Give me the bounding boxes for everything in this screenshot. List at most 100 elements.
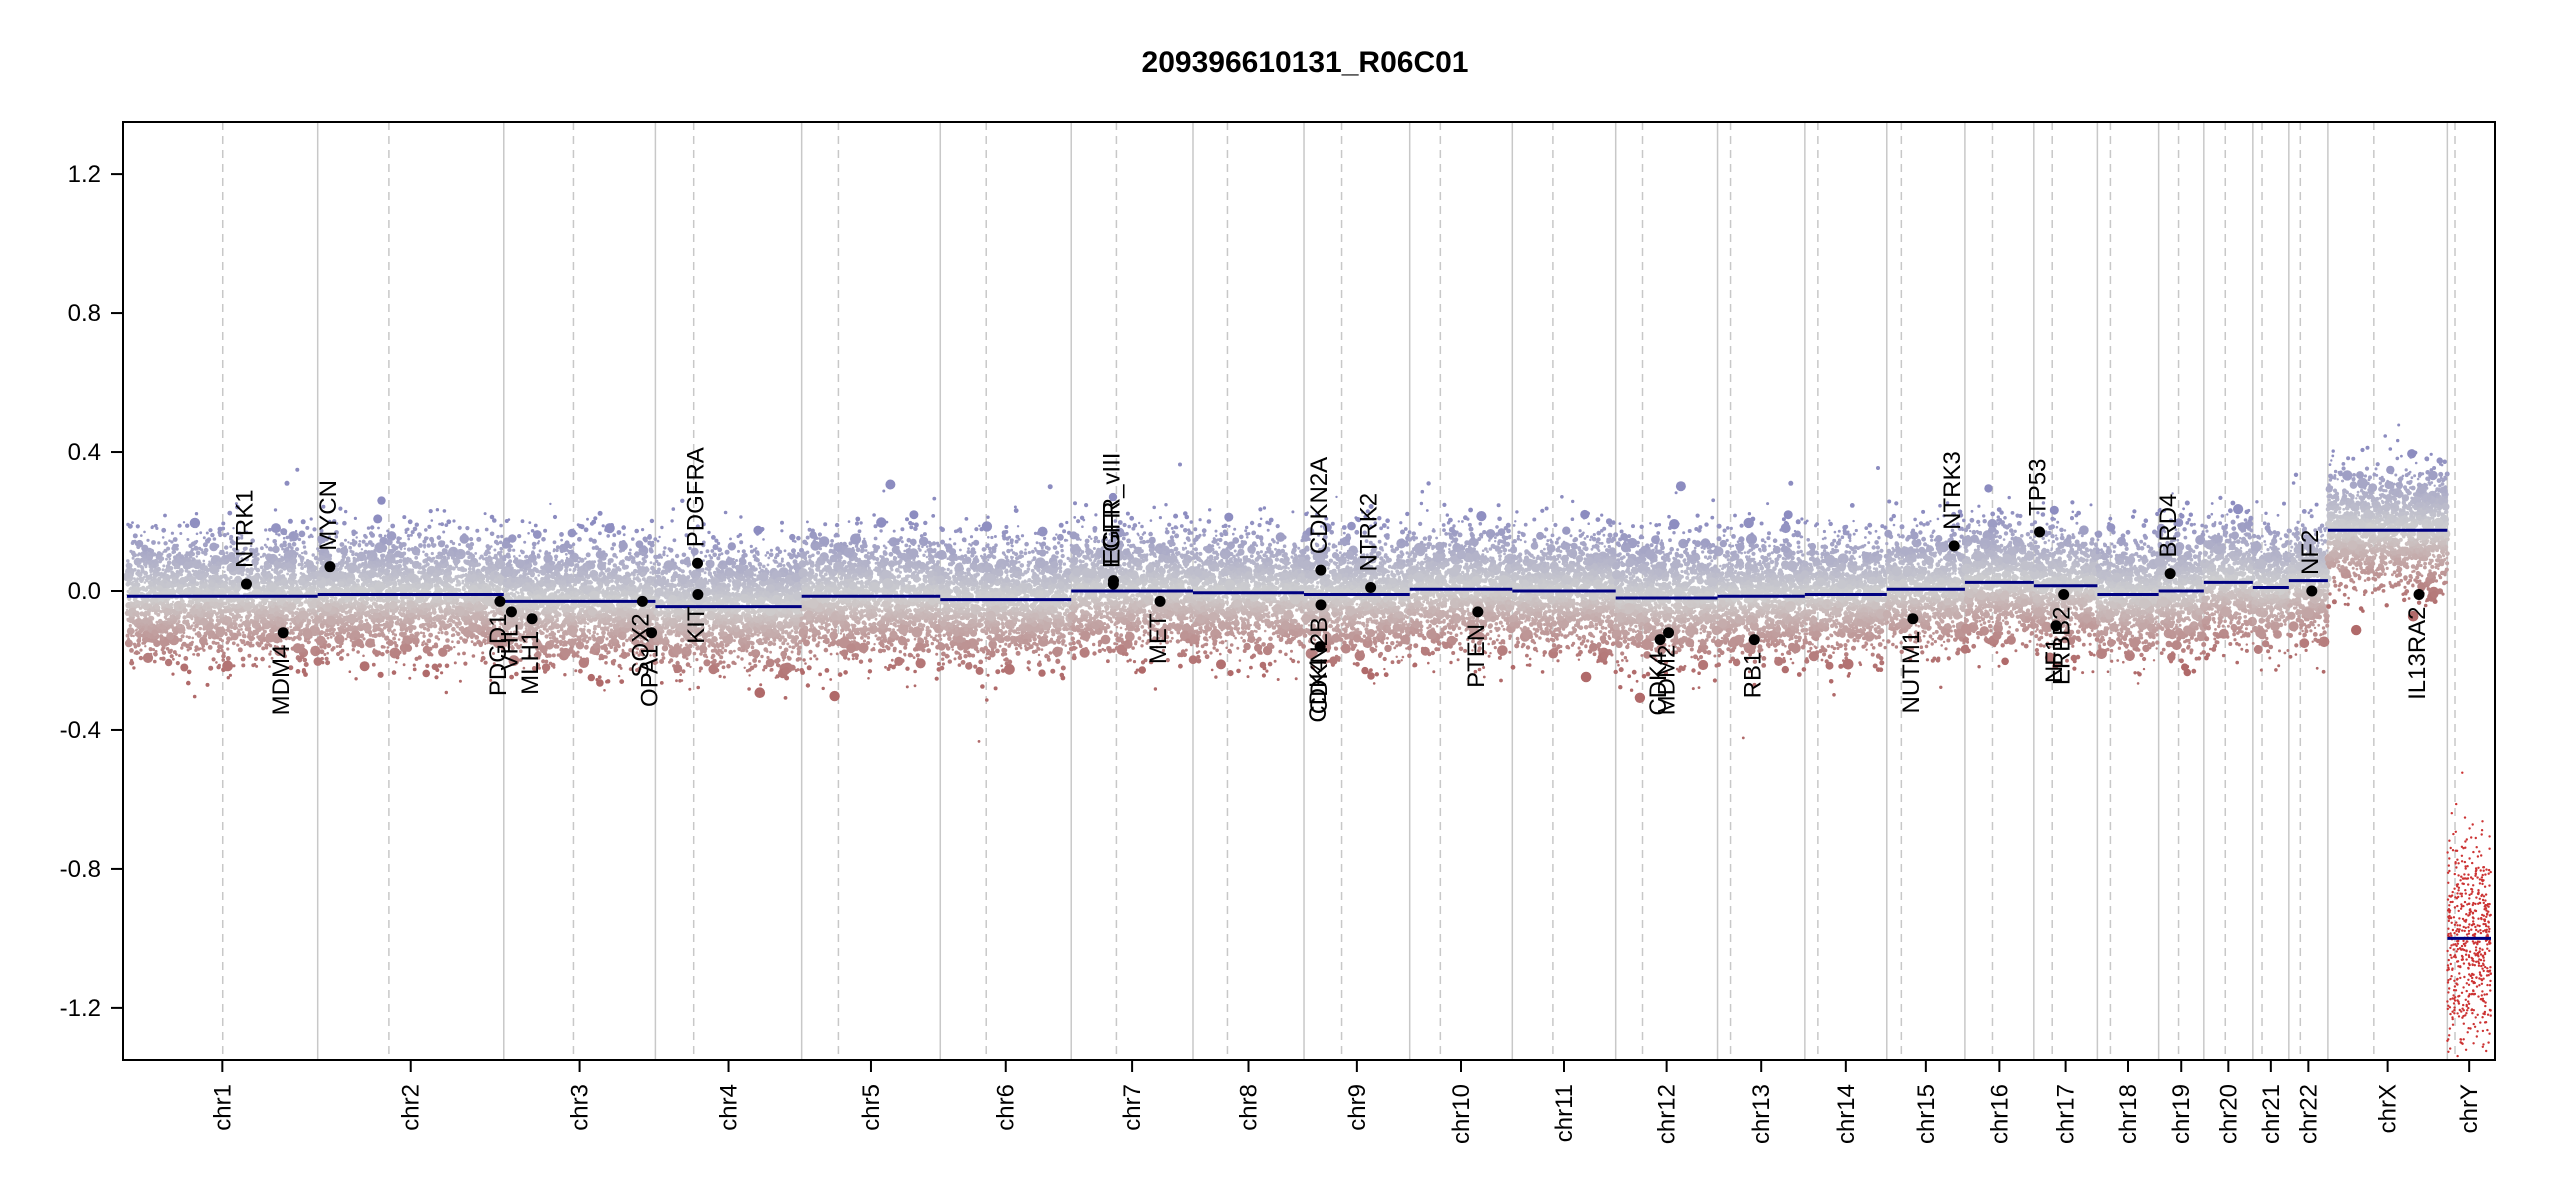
probe-point xyxy=(386,646,390,649)
probe-point xyxy=(291,541,297,547)
probe-point xyxy=(442,588,447,593)
probe-point xyxy=(248,591,252,595)
probe-point xyxy=(362,600,367,605)
probe-point xyxy=(426,603,431,608)
probe-point xyxy=(215,615,219,619)
probe-point xyxy=(397,618,401,622)
probe-point xyxy=(465,598,468,602)
probe-point xyxy=(296,607,300,611)
probe-point xyxy=(499,523,503,528)
probe-point xyxy=(166,632,175,641)
probe-point xyxy=(377,496,386,505)
probe-point xyxy=(422,669,431,678)
probe-point xyxy=(326,643,332,649)
probe-point xyxy=(304,552,308,555)
probe-point xyxy=(158,626,161,629)
probe-point xyxy=(354,531,358,535)
probe-point xyxy=(158,601,163,606)
probe-point xyxy=(173,630,179,636)
probe-point xyxy=(170,531,174,535)
probe-point xyxy=(165,660,169,664)
probe-point xyxy=(162,626,167,630)
probe-point xyxy=(453,645,456,649)
probe-point xyxy=(260,546,264,551)
probe-point xyxy=(143,570,149,576)
probe-point xyxy=(278,619,281,622)
probe-point xyxy=(446,575,452,580)
probe-point xyxy=(426,627,430,631)
probe-point xyxy=(194,614,198,618)
probe-point xyxy=(169,654,174,659)
probe-point xyxy=(338,570,342,574)
probe-point xyxy=(226,647,230,651)
probe-point xyxy=(448,646,453,651)
probe-point xyxy=(299,571,303,575)
probe-point xyxy=(407,537,411,541)
probe-point xyxy=(416,552,420,556)
probe-point xyxy=(466,585,471,589)
probe-point xyxy=(434,605,438,608)
probe-point xyxy=(443,644,448,650)
probe-point xyxy=(173,617,177,621)
probe-point xyxy=(405,629,408,632)
probe-point xyxy=(472,577,476,580)
probe-point xyxy=(329,635,333,639)
probe-point xyxy=(145,579,149,583)
probe-point xyxy=(384,556,389,561)
probe-point xyxy=(282,585,286,589)
probe-point xyxy=(289,625,293,629)
probe-point xyxy=(215,612,219,616)
probe-point xyxy=(186,558,191,562)
probe-point xyxy=(458,543,461,546)
probe-point xyxy=(322,638,325,642)
probe-point xyxy=(269,547,274,552)
probe-point xyxy=(478,641,484,646)
probe-point xyxy=(331,584,335,588)
probe-point xyxy=(294,529,298,533)
probe-point xyxy=(402,515,407,520)
probe-point xyxy=(262,584,266,589)
probe-point xyxy=(489,531,495,537)
probe-point xyxy=(316,629,319,632)
probe-point xyxy=(324,656,329,661)
probe-point xyxy=(400,577,405,582)
probe-point xyxy=(267,600,270,603)
probe-point xyxy=(179,572,183,577)
probe-point xyxy=(275,532,278,536)
probe-point xyxy=(237,531,242,536)
probe-point xyxy=(338,613,342,616)
probe-point xyxy=(133,651,137,655)
probe-point xyxy=(358,620,362,624)
probe-point xyxy=(345,559,350,563)
probe-point xyxy=(266,537,270,541)
probe-point xyxy=(224,633,228,637)
probe-point xyxy=(471,612,481,622)
probe-point xyxy=(199,602,203,606)
probe-point xyxy=(126,573,131,578)
probe-point xyxy=(233,582,237,586)
probe-point xyxy=(166,560,172,565)
probe-point xyxy=(377,671,384,678)
probe-point xyxy=(243,643,247,646)
probe-point xyxy=(234,502,238,506)
probe-point xyxy=(287,610,291,614)
probe-point xyxy=(496,586,502,592)
probe-point xyxy=(373,548,377,552)
probe-point xyxy=(219,644,224,650)
probe-point xyxy=(275,524,281,530)
probe-point xyxy=(376,650,381,655)
probe-point xyxy=(150,624,154,628)
probe-point xyxy=(414,656,419,662)
probe-point xyxy=(266,611,270,614)
probe-point xyxy=(321,589,325,593)
probe-point xyxy=(455,612,459,616)
probe-point xyxy=(397,638,401,641)
probe-point xyxy=(424,552,429,557)
probe-point xyxy=(137,582,140,586)
probe-point xyxy=(228,624,234,629)
probe-point xyxy=(283,607,286,611)
probe-point xyxy=(248,569,253,574)
probe-point xyxy=(181,625,185,628)
probe-point xyxy=(428,509,433,514)
probe-point xyxy=(207,645,213,650)
